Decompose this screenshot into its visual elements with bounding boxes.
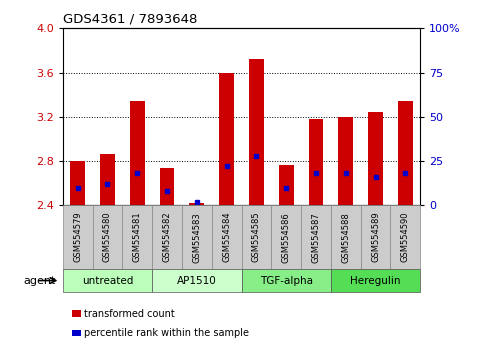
Bar (309, 119, 324, 205)
Bar (279, 165, 294, 205)
Text: AP1510: AP1510 (177, 275, 217, 286)
Text: GSM554585: GSM554585 (252, 212, 261, 263)
Bar (130, 101, 145, 205)
Text: GSM554580: GSM554580 (103, 212, 112, 263)
Text: GSM554586: GSM554586 (282, 212, 291, 263)
Text: Heregulin: Heregulin (350, 275, 401, 286)
Text: GSM554582: GSM554582 (163, 212, 171, 263)
Text: GSM554581: GSM554581 (133, 212, 142, 263)
Bar (338, 117, 353, 205)
Bar (100, 154, 115, 205)
Text: GSM554584: GSM554584 (222, 212, 231, 263)
Text: GSM554587: GSM554587 (312, 212, 320, 263)
Text: untreated: untreated (82, 275, 133, 286)
Text: percentile rank within the sample: percentile rank within the sample (84, 328, 249, 338)
Text: GSM554588: GSM554588 (341, 212, 350, 263)
Text: TGF-alpha: TGF-alpha (260, 275, 313, 286)
Bar (398, 101, 413, 205)
Text: GSM554583: GSM554583 (192, 212, 201, 263)
Text: agent: agent (23, 275, 56, 286)
Bar (189, 203, 204, 205)
Text: GSM554589: GSM554589 (371, 212, 380, 263)
Text: GDS4361 / 7893648: GDS4361 / 7893648 (63, 13, 197, 26)
Text: GSM554590: GSM554590 (401, 212, 410, 262)
Text: transformed count: transformed count (84, 309, 175, 319)
Bar (249, 59, 264, 205)
Bar (219, 73, 234, 205)
Bar (159, 168, 174, 205)
Text: GSM554579: GSM554579 (73, 212, 82, 263)
Bar (70, 161, 85, 205)
Bar (368, 112, 383, 205)
